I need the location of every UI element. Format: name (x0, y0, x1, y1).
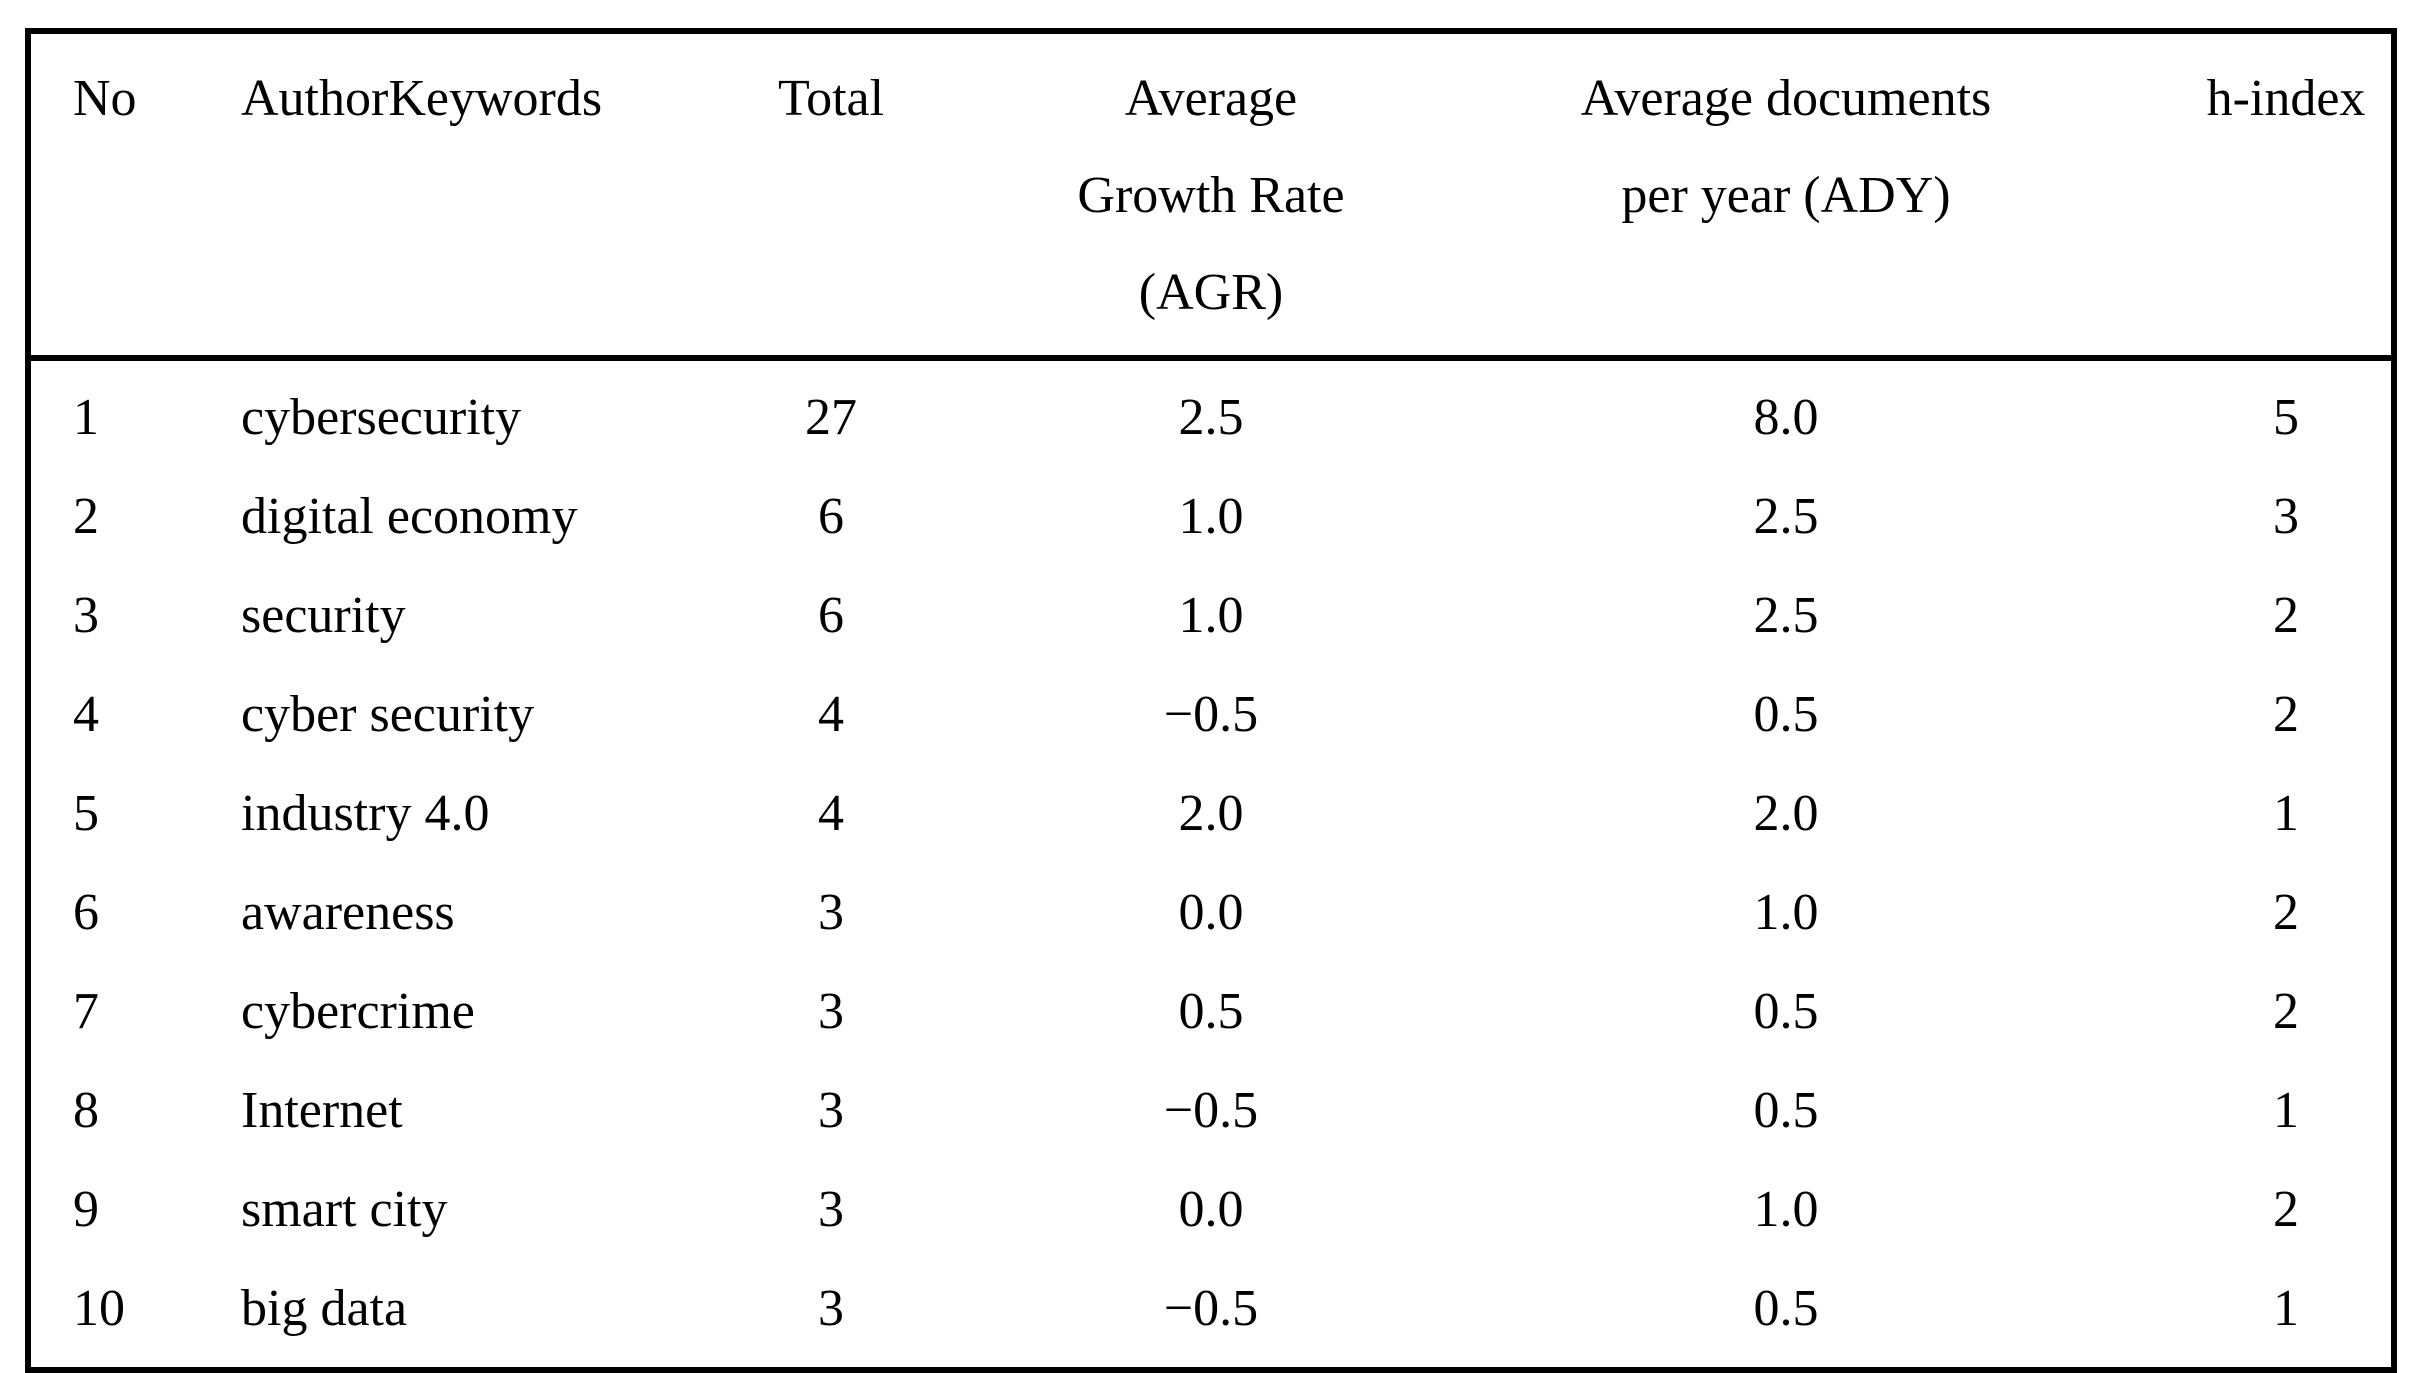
cell-h-index: 2 (2273, 587, 2299, 644)
cell-agr: −0.5 (1163, 1082, 1259, 1139)
cell-ady: 2.0 (1753, 785, 1819, 842)
cell-agr: 2.0 (1178, 785, 1244, 842)
cell-no: 10 (73, 1280, 125, 1337)
cell-no: 2 (73, 488, 99, 545)
header-agr: Average Growth Rate (AGR) (1031, 34, 1391, 361)
cell-ady: 0.5 (1753, 1280, 1819, 1337)
table-header: No AuthorKeywords Total Average Growth R… (31, 34, 2391, 361)
cell-ady: 0.5 (1753, 1082, 1819, 1139)
cell-no: 6 (73, 884, 99, 941)
header-no: No (31, 34, 181, 361)
cell-no: 1 (73, 389, 99, 446)
cell-h-index: 2 (2273, 1181, 2299, 1238)
table-row: 2 digital economy 6 1.0 2.5 3 (31, 467, 2391, 566)
table-row: 1 cybersecurity 27 2.5 8.0 5 (31, 358, 2391, 467)
cell-total: 4 (818, 686, 844, 743)
cell-keyword: awareness (241, 884, 455, 941)
cell-total: 3 (818, 983, 844, 1040)
cell-no: 5 (73, 785, 99, 842)
cell-agr: 2.5 (1178, 389, 1244, 446)
cell-total: 3 (818, 1082, 844, 1139)
table-row: 8 Internet 3 −0.5 0.5 1 (31, 1061, 2391, 1160)
cell-no: 4 (73, 686, 99, 743)
table-row: 5 industry 4.0 4 2.0 2.0 1 (31, 764, 2391, 863)
cell-ady: 2.5 (1753, 488, 1819, 545)
cell-agr: 1.0 (1178, 587, 1244, 644)
cell-keyword: cybersecurity (241, 389, 522, 446)
table-row: 3 security 6 1.0 2.5 2 (31, 566, 2391, 665)
cell-total: 3 (818, 1181, 844, 1238)
cell-agr: 0.0 (1178, 884, 1244, 941)
cell-agr: −0.5 (1163, 1280, 1259, 1337)
cell-ady: 8.0 (1753, 389, 1819, 446)
cell-h-index: 2 (2273, 884, 2299, 941)
cell-h-index: 2 (2273, 983, 2299, 1040)
cell-keyword: industry 4.0 (241, 785, 490, 842)
cell-keyword: cybercrime (241, 983, 475, 1040)
header-row: No AuthorKeywords Total Average Growth R… (31, 34, 2391, 361)
cell-h-index: 2 (2273, 686, 2299, 743)
cell-h-index: 1 (2273, 1280, 2299, 1337)
cell-no: 3 (73, 587, 99, 644)
cell-no: 9 (73, 1181, 99, 1238)
cell-total: 3 (818, 884, 844, 941)
cell-total: 3 (818, 1280, 844, 1337)
cell-ady: 0.5 (1753, 686, 1819, 743)
cell-total: 6 (818, 587, 844, 644)
cell-keyword: security (241, 587, 406, 644)
cell-total: 6 (818, 488, 844, 545)
table-body: 1 cybersecurity 27 2.5 8.0 5 2 digital e… (31, 358, 2391, 1367)
cell-ady: 1.0 (1753, 884, 1819, 941)
cell-h-index: 5 (2273, 389, 2299, 446)
cell-ady: 1.0 (1753, 1181, 1819, 1238)
header-h-index: h-index (2181, 34, 2391, 361)
cell-h-index: 3 (2273, 488, 2299, 545)
cell-total: 27 (805, 389, 857, 446)
cell-no: 7 (73, 983, 99, 1040)
cell-keyword: digital economy (241, 488, 578, 545)
cell-keyword: cyber security (241, 686, 535, 743)
header-ady: Average documents per year (ADY) (1391, 34, 2181, 361)
cell-agr: 0.0 (1178, 1181, 1244, 1238)
header-total: Total (631, 34, 1031, 361)
cell-agr: 0.5 (1178, 983, 1244, 1040)
cell-keyword: smart city (241, 1181, 448, 1238)
header-author-keywords: AuthorKeywords (181, 34, 631, 361)
cell-no: 8 (73, 1082, 99, 1139)
cell-ady: 0.5 (1753, 983, 1819, 1040)
cell-ady: 2.5 (1753, 587, 1819, 644)
cell-h-index: 1 (2273, 1082, 2299, 1139)
cell-agr: −0.5 (1163, 686, 1259, 743)
table-row: 9 smart city 3 0.0 1.0 2 (31, 1160, 2391, 1259)
cell-keyword: Internet (241, 1082, 403, 1139)
table-row: 10 big data 3 −0.5 0.5 1 (31, 1259, 2391, 1367)
author-keywords-table: No AuthorKeywords Total Average Growth R… (31, 34, 2391, 1367)
table-row: 7 cybercrime 3 0.5 0.5 2 (31, 962, 2391, 1061)
cell-total: 4 (818, 785, 844, 842)
table-row: 6 awareness 3 0.0 1.0 2 (31, 863, 2391, 962)
cell-h-index: 1 (2273, 785, 2299, 842)
table-row: 4 cyber security 4 −0.5 0.5 2 (31, 665, 2391, 764)
cell-agr: 1.0 (1178, 488, 1244, 545)
cell-keyword: big data (241, 1280, 408, 1337)
keywords-table-frame: No AuthorKeywords Total Average Growth R… (25, 28, 2397, 1373)
